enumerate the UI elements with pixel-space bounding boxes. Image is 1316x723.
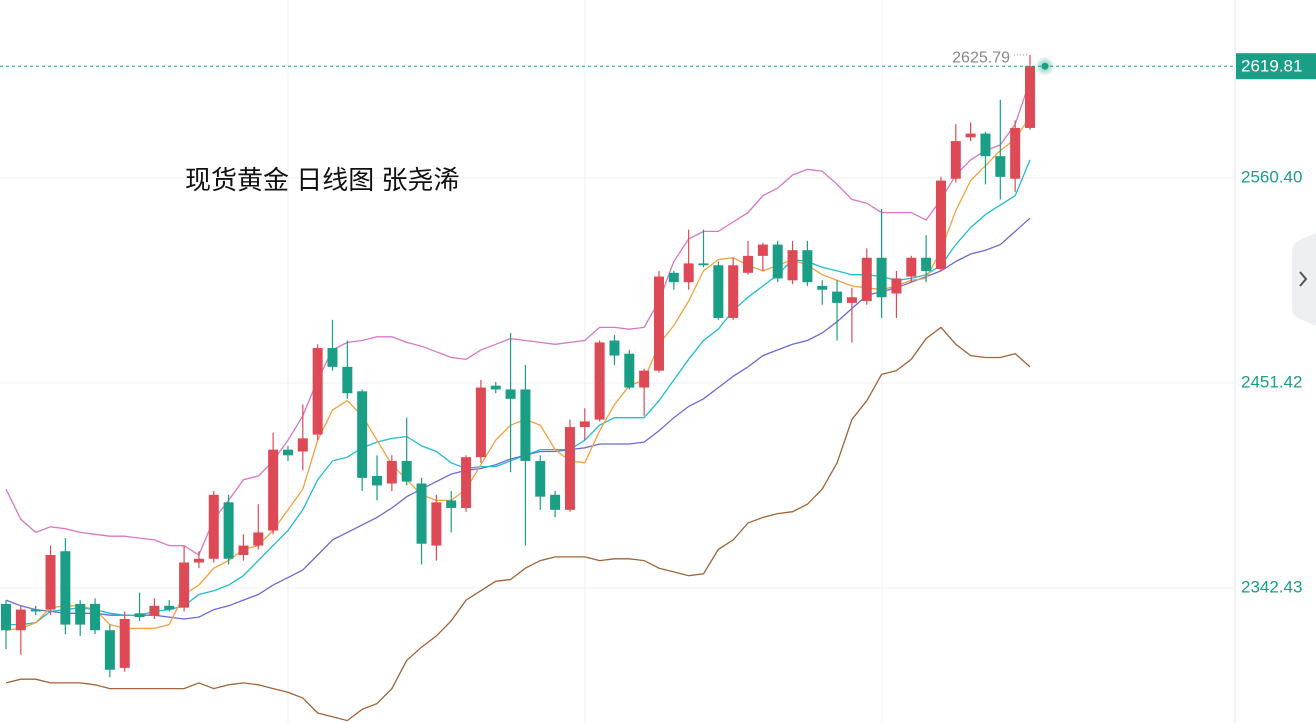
candle-body: [639, 370, 650, 388]
candle-body: [372, 475, 383, 486]
last-price-box: [1236, 53, 1316, 80]
candle-body: [357, 391, 368, 478]
candle-body: [668, 272, 679, 283]
candle-body: [208, 494, 219, 559]
candle-body: [832, 291, 843, 303]
candle-body: [935, 180, 946, 270]
y-tick-label: 2451.42: [1241, 372, 1302, 391]
candle-body: [802, 250, 813, 283]
y-tick-label: 2342.43: [1241, 578, 1302, 597]
candle-body: [327, 348, 338, 367]
candle-body: [876, 257, 887, 298]
candle-body: [342, 366, 353, 394]
candle-body: [416, 483, 427, 544]
candle-body: [461, 457, 472, 508]
indicator-line: [5, 326, 1031, 722]
candle-body: [490, 385, 501, 390]
candle-body: [1, 603, 11, 631]
candle-body: [1025, 66, 1035, 128]
plot: [1, 54, 1035, 722]
candle-body: [980, 133, 991, 157]
side-tab[interactable]: [1292, 233, 1316, 326]
candle-body: [238, 545, 249, 555]
candle-body: [846, 297, 857, 303]
last-price-dot: [1041, 62, 1049, 70]
candle-body: [312, 348, 323, 435]
indicator-line: [5, 116, 1031, 631]
candle-body: [282, 449, 293, 456]
candle-body: [698, 263, 709, 266]
candle-body: [90, 603, 101, 631]
candle-body: [104, 630, 115, 670]
candle-body: [520, 389, 531, 461]
candle-body: [891, 278, 902, 294]
candle-body: [609, 340, 620, 356]
candle-body: [60, 551, 71, 625]
candle-body: [386, 460, 397, 484]
candle-body: [743, 255, 754, 273]
candle-body: [713, 265, 724, 318]
candle-body: [683, 263, 694, 283]
candle-body: [505, 389, 516, 399]
candle-body: [579, 421, 590, 428]
candle-body: [134, 613, 145, 618]
candle-body: [75, 603, 86, 625]
candle-body: [297, 438, 308, 452]
candle-body: [431, 502, 442, 546]
candle-body: [45, 554, 56, 610]
y-tick-label: 2560.40: [1241, 167, 1302, 186]
candle-body: [817, 285, 828, 290]
candle-body: [253, 532, 264, 546]
candle-body: [550, 494, 561, 510]
candle-body: [475, 387, 486, 458]
candle-body: [564, 427, 575, 510]
candle-body: [772, 244, 783, 279]
candle-body: [594, 342, 605, 420]
candle-body: [30, 609, 41, 612]
candle-body: [149, 605, 160, 616]
candle-body: [268, 449, 279, 531]
candle-body: [164, 605, 175, 610]
indicator-line: [6, 159, 1031, 626]
candle-body: [1010, 127, 1021, 179]
candle-body: [950, 141, 961, 179]
tab-arrow: [1299, 271, 1308, 287]
candle-body: [193, 558, 204, 563]
candle-body: [757, 244, 768, 256]
candle-body: [119, 618, 130, 668]
indicator-line: [5, 217, 1031, 620]
candle-body: [861, 257, 872, 302]
candle-body: [653, 276, 664, 371]
candle-body: [787, 250, 798, 281]
chart-title: 现货黄金 日线图 张尧浠: [185, 165, 459, 195]
candle-body: [965, 133, 976, 138]
candle-body: [921, 257, 932, 271]
candle-body: [179, 562, 190, 608]
last-price-label: 2619.81: [1241, 57, 1302, 76]
high-label: 2625.79: [952, 49, 1010, 66]
candle-body: [995, 156, 1006, 177]
candle-body: [15, 609, 26, 631]
candle-body: [906, 257, 917, 277]
candle-body: [728, 265, 739, 318]
grid: [0, 0, 1236, 723]
candle-body: [401, 460, 412, 482]
candle-body: [223, 502, 234, 559]
candle-body: [624, 353, 635, 388]
candle-body: [535, 460, 546, 497]
indicator-line: [5, 80, 1031, 556]
candle-body: [446, 500, 457, 508]
